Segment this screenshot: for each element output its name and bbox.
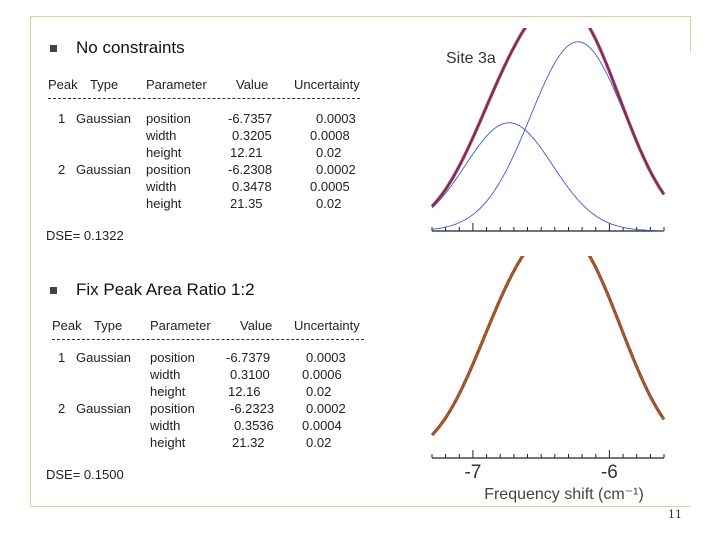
curves <box>430 28 666 232</box>
curves <box>430 256 666 437</box>
x-axis-ticks <box>431 450 665 458</box>
cell-value: -6.7357 <box>228 111 273 126</box>
cell-peak: 2 <box>58 162 66 177</box>
cell-value: 0.3205 <box>232 128 272 143</box>
x-axis-ticks <box>431 223 665 231</box>
cell-type: Gaussian <box>76 162 131 177</box>
column-header-peak: Peak <box>48 77 78 92</box>
bullet-square-icon <box>50 45 57 52</box>
cell-uncertainty: 0.0002 <box>306 401 346 416</box>
column-header-value: Value <box>240 318 273 333</box>
cell-uncertainty: 0.0004 <box>302 418 342 433</box>
cell-parameter: position <box>150 401 195 416</box>
cell-value: 12.21 <box>230 145 263 160</box>
cell-parameter: width <box>150 418 181 433</box>
section-heading: No constraints <box>76 38 185 57</box>
cell-peak: 2 <box>58 401 66 416</box>
cell-uncertainty: 0.02 <box>306 384 332 399</box>
cell-value: 0.3100 <box>230 367 270 382</box>
fit-results-table: Peak Type Parameter Value Uncertainty 1 … <box>40 76 400 216</box>
cell-value: 0.3478 <box>232 179 272 194</box>
cell-parameter: position <box>146 162 191 177</box>
measured-spectrum-curve <box>430 256 666 437</box>
column-header-value: Value <box>236 77 269 92</box>
dse-value: DSE= 0.1322 <box>46 228 124 243</box>
cell-parameter: width <box>146 128 177 143</box>
cell-value: -6.2308 <box>228 162 273 177</box>
cell-parameter: width <box>150 367 181 382</box>
column-header-parameter: Parameter <box>150 318 211 333</box>
cell-uncertainty: 0.02 <box>316 196 342 211</box>
cell-value: 21.32 <box>232 435 265 450</box>
table-rule <box>48 98 360 99</box>
cell-uncertainty: 0.0005 <box>310 179 350 194</box>
cell-uncertainty: 0.02 <box>316 145 342 160</box>
cell-uncertainty: 0.02 <box>306 435 332 450</box>
cell-parameter: height <box>150 435 186 450</box>
cell-value: -6.7379 <box>226 350 271 365</box>
slide-frame-bottom <box>30 506 690 507</box>
column-header-type: Type <box>94 318 123 333</box>
cell-parameter: height <box>150 384 186 399</box>
column-header-uncertainty: Uncertainty <box>294 318 360 333</box>
cell-uncertainty: 0.0003 <box>306 350 346 365</box>
fit-results-table: Peak Type Parameter Value Uncertainty 1 … <box>44 317 404 457</box>
column-header-uncertainty: Uncertainty <box>294 77 360 92</box>
component-peak-2-curve <box>431 41 665 230</box>
dse-value: DSE= 0.1500 <box>46 467 124 482</box>
cell-type: Gaussian <box>76 401 131 416</box>
bullet-square-icon <box>50 287 57 294</box>
slide-frame-right <box>690 16 691 52</box>
x-tick-label: -6 <box>601 462 618 483</box>
cell-parameter: height <box>146 145 182 160</box>
component-peak-1-curve <box>431 122 664 232</box>
column-header-parameter: Parameter <box>146 77 207 92</box>
cell-value: 21.35 <box>230 196 263 211</box>
spectrum-fit-chart-area-ratio: -7 -6 Frequency shift (cm⁻¹) <box>430 256 666 503</box>
cell-value: 0.3536 <box>234 418 274 433</box>
cell-uncertainty: 0.0002 <box>316 162 356 177</box>
cell-parameter: position <box>146 111 191 126</box>
page-number: 11 <box>668 508 682 521</box>
x-axis-label: Frequency shift (cm⁻¹) <box>484 486 644 503</box>
cell-uncertainty: 0.0006 <box>302 367 342 382</box>
cell-value: 12.16 <box>228 384 261 399</box>
slide-frame-left <box>30 16 31 506</box>
x-tick-label: -7 <box>464 462 481 483</box>
spectrum-fit-chart-unconstrained: Site 3a <box>430 28 666 232</box>
cell-value: -6.2323 <box>230 401 275 416</box>
column-header-type: Type <box>90 77 119 92</box>
chart-title: Site 3a <box>446 50 496 67</box>
column-header-peak: Peak <box>52 318 82 333</box>
cell-peak: 1 <box>58 111 66 126</box>
cell-uncertainty: 0.0003 <box>316 111 356 126</box>
cell-uncertainty: 0.0008 <box>310 128 350 143</box>
cell-parameter: height <box>146 196 182 211</box>
cell-parameter: position <box>150 350 195 365</box>
cell-parameter: width <box>146 179 177 194</box>
cell-type: Gaussian <box>76 350 131 365</box>
cell-peak: 1 <box>58 350 66 365</box>
fit-total-curve <box>431 28 665 207</box>
cell-type: Gaussian <box>76 111 131 126</box>
table-rule <box>52 339 364 340</box>
section-heading: Fix Peak Area Ratio 1:2 <box>76 280 255 299</box>
slide-frame-top <box>30 16 690 17</box>
